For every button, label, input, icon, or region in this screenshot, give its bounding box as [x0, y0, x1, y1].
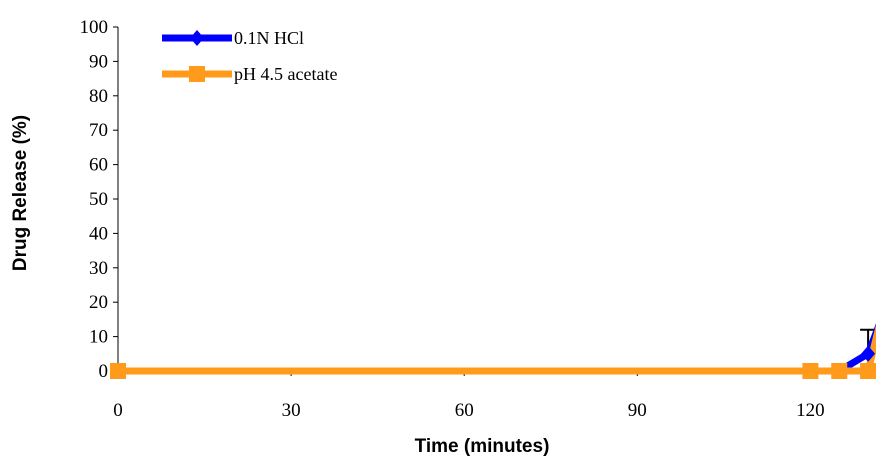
error-bars	[860, 328, 876, 372]
y-tick-label: 10	[89, 327, 108, 348]
legend-swatch-marker	[190, 30, 204, 46]
legend-label: 0.1N HCl	[234, 28, 304, 48]
axes	[113, 26, 876, 376]
series-line-0	[118, 323, 876, 375]
x-tick-label: 90	[628, 400, 647, 421]
series-markers	[110, 345, 876, 379]
x-tick-label: 120	[796, 400, 825, 421]
y-tick-label: 80	[89, 86, 108, 107]
x-tick-label: 60	[455, 400, 474, 421]
series-line-1	[118, 324, 876, 375]
tick-labels: 01020304050607080901000306090120150	[80, 17, 825, 421]
data-point-1	[860, 363, 876, 379]
x-axis-title: Time (minutes)	[415, 436, 550, 457]
legend-swatch-marker	[189, 66, 205, 82]
y-tick-label: 70	[89, 120, 108, 141]
y-tick-label: 0	[99, 361, 109, 382]
data-point-1	[831, 363, 848, 379]
y-tick-label: 40	[89, 223, 108, 244]
y-tick-label: 50	[89, 189, 108, 210]
data-point-1	[802, 363, 819, 379]
y-tick-label: 100	[80, 17, 109, 38]
y-tick-label: 30	[89, 258, 108, 279]
legend: 0.1N HCl pH 4.5 acetate	[162, 28, 337, 84]
data-point-1	[110, 363, 126, 379]
y-tick-label: 60	[89, 155, 108, 176]
data-point-0	[861, 345, 876, 362]
series-lines	[118, 323, 876, 375]
y-tick-label: 20	[89, 292, 108, 313]
y-tick-label: 90	[89, 51, 108, 72]
y-axis-title: Drug Release (%)	[10, 115, 31, 271]
x-tick-label: 30	[282, 400, 301, 421]
legend-label: pH 4.5 acetate	[234, 64, 337, 84]
x-tick-label: 0	[113, 400, 123, 421]
